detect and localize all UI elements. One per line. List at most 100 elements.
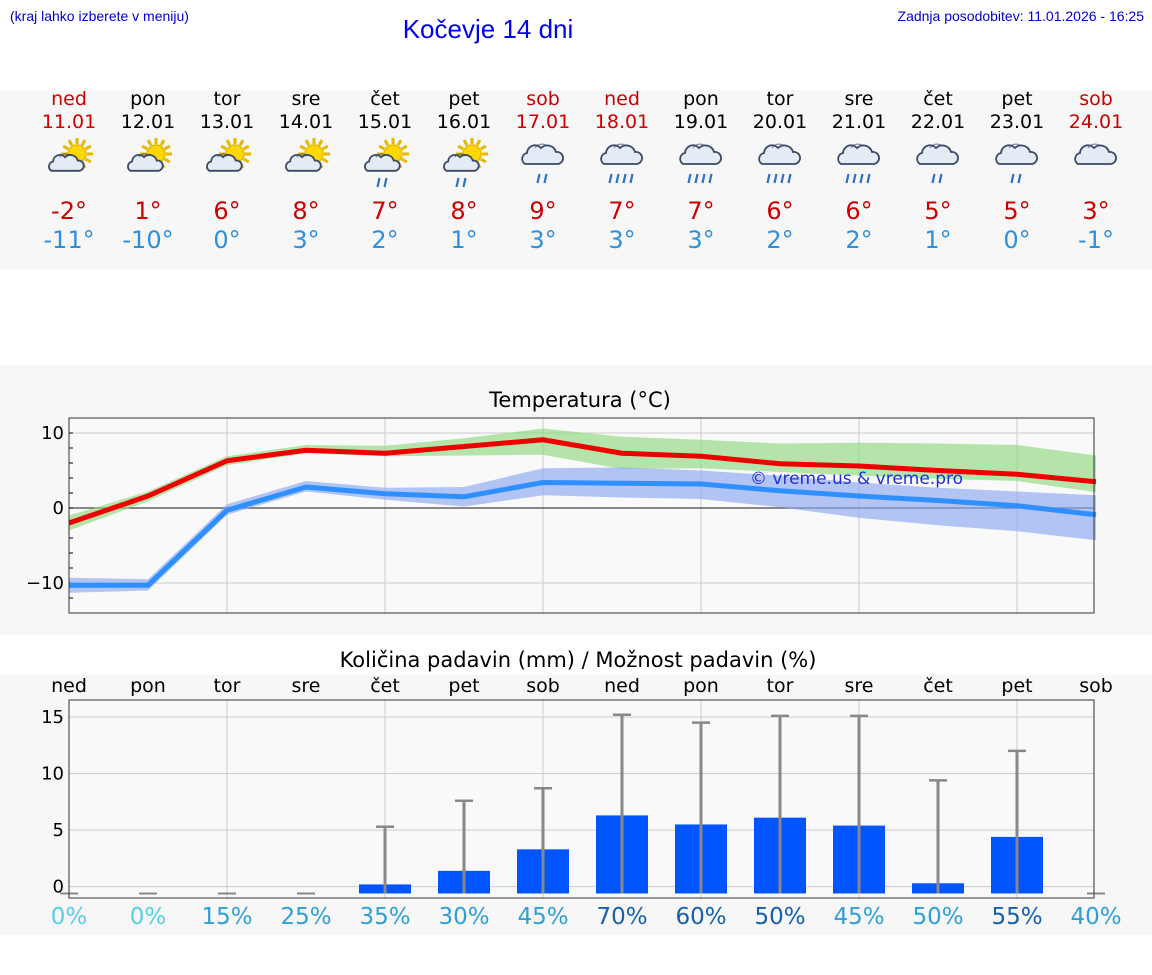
- cloud-rain-icon: [977, 136, 1057, 194]
- day-name: čet: [370, 88, 400, 110]
- day-date: 13.01: [199, 111, 255, 133]
- page-title: Kočevje 14 dni: [402, 14, 574, 44]
- day-date: 21.01: [831, 111, 887, 133]
- precip-probability: 45%: [833, 904, 885, 930]
- precip-probability: 30%: [438, 904, 490, 930]
- temp-min: 2°: [766, 226, 794, 254]
- precip-probability: 55%: [991, 904, 1043, 930]
- cloud-rain-icon: [898, 136, 978, 194]
- sun-cloud-icon: [108, 136, 188, 194]
- series-line-max: [68, 437, 1097, 526]
- temp-max: 7°: [608, 197, 636, 225]
- temp-max: 5°: [924, 197, 952, 225]
- precip-probability: 0%: [50, 904, 88, 930]
- temp-min: 3°: [608, 226, 636, 254]
- sun-cloud-rain-icon: [345, 136, 425, 194]
- precip-probability: 40%: [1070, 904, 1122, 930]
- day-date: 23.01: [989, 111, 1045, 133]
- day-date: 18.01: [594, 111, 650, 133]
- y-tick-label: 15: [41, 707, 64, 728]
- temp-min: 3°: [292, 226, 320, 254]
- day-date: 15.01: [357, 111, 413, 133]
- precip-probability: 70%: [596, 904, 648, 930]
- day-name: sre: [291, 88, 321, 110]
- x-category-label: sob: [1079, 675, 1113, 697]
- temp-max: 8°: [450, 197, 478, 225]
- day-date: 12.01: [120, 111, 176, 133]
- day-name: sob: [526, 88, 560, 110]
- x-category-label: ned: [604, 675, 640, 697]
- y-tick-label: 10: [41, 764, 64, 785]
- y-tick-label: −10: [26, 573, 64, 594]
- range-band-max: [69, 428, 1096, 531]
- location-hint-link[interactable]: (kraj lahko izberete v meniju): [10, 8, 189, 24]
- temp-min: -1°: [1078, 226, 1114, 254]
- day-date: 19.01: [673, 111, 729, 133]
- x-category-label: pon: [130, 675, 166, 697]
- last-update: Zadnja posodobitev: 11.01.2026 - 16:25: [897, 8, 1144, 24]
- temp-min: -11°: [43, 226, 95, 254]
- day-name: sre: [844, 88, 874, 110]
- cloud-heavy-rain-icon: [740, 136, 820, 194]
- temp-min: 2°: [371, 226, 399, 254]
- cloud-rain-icon: [503, 136, 583, 194]
- day-date: 11.01: [41, 111, 97, 133]
- temp-max: 1°: [134, 197, 162, 225]
- precip-probability: 35%: [359, 904, 411, 930]
- precip-probability: 25%: [280, 904, 332, 930]
- temp-min: 0°: [1003, 226, 1031, 254]
- day-name: pon: [683, 88, 719, 110]
- sun-cloud-icon: [187, 136, 267, 194]
- temp-min: 0°: [213, 226, 241, 254]
- precip-probability: 50%: [912, 904, 964, 930]
- series-line-min: [69, 480, 1097, 588]
- cloud-icon: [1056, 136, 1136, 194]
- precip-probability: 45%: [517, 904, 569, 930]
- temp-max: 9°: [529, 197, 557, 225]
- day-name: ned: [51, 88, 87, 110]
- temp-min: 1°: [924, 226, 952, 254]
- x-category-label: pon: [683, 675, 719, 697]
- temp-max: 6°: [213, 197, 241, 225]
- sun-cloud-icon: [266, 136, 346, 194]
- plot-frame: [68, 699, 1095, 899]
- temp-min: 3°: [687, 226, 715, 254]
- temp-min: -10°: [122, 226, 174, 254]
- day-date: 20.01: [752, 111, 808, 133]
- temp-min: 3°: [529, 226, 557, 254]
- x-category-label: tor: [766, 675, 794, 697]
- temp-min: 2°: [845, 226, 873, 254]
- day-name: tor: [213, 88, 241, 110]
- cloud-heavy-rain-icon: [819, 136, 899, 194]
- precipitation-chart: 15 10 5 0: [41, 699, 1105, 899]
- day-date: 22.01: [910, 111, 966, 133]
- day-date: 14.01: [278, 111, 334, 133]
- watermark: © vreme.us & vreme.pro: [750, 469, 963, 489]
- temp-max: 6°: [845, 197, 873, 225]
- cloud-heavy-rain-icon: [661, 136, 741, 194]
- sun-cloud-rain-icon: [424, 136, 504, 194]
- y-tick-label: 10: [41, 423, 64, 444]
- cloud-heavy-rain-icon: [582, 136, 662, 194]
- temperature-chart-title: Temperatura (°C): [489, 388, 671, 412]
- day-name: pet: [448, 88, 480, 110]
- day-date: 16.01: [436, 111, 492, 133]
- x-category-label: sre: [291, 675, 321, 697]
- day-name: čet: [923, 88, 953, 110]
- forecast-band: [0, 90, 1152, 270]
- x-category-label: čet: [370, 675, 400, 697]
- temp-min: 1°: [450, 226, 478, 254]
- precip-probability: 60%: [675, 904, 727, 930]
- temperature-chart: 10 0 −10 © vreme.us & vreme.pro: [26, 417, 1097, 614]
- y-tick-label: 5: [53, 820, 64, 841]
- range-band-min: [69, 467, 1096, 593]
- x-category-label: tor: [213, 675, 241, 697]
- plot-frame: [68, 417, 1095, 614]
- temp-max: -2°: [51, 197, 87, 225]
- x-category-label: čet: [923, 675, 953, 697]
- day-name: tor: [766, 88, 794, 110]
- plot-area: [69, 700, 1094, 898]
- y-tick-label: 0: [53, 498, 64, 519]
- temp-max: 7°: [371, 197, 399, 225]
- day-name: sob: [1079, 88, 1113, 110]
